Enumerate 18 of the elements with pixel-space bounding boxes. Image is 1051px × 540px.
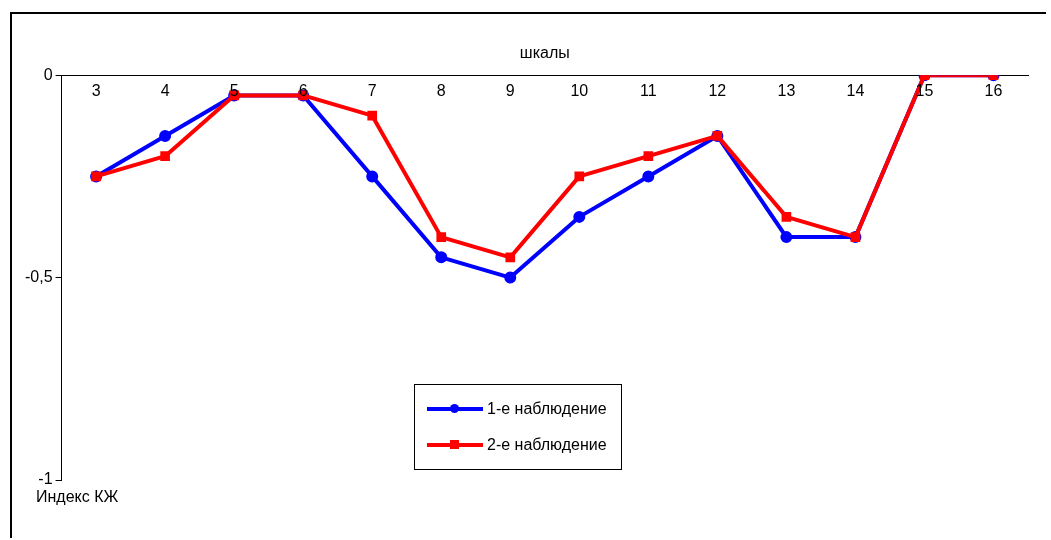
legend-label: 1-е наблюдение [487, 400, 607, 418]
x-tick-label: 3 [91, 81, 101, 99]
x-tick-label: 4 [160, 81, 170, 99]
x-tick-label: 12 [708, 81, 727, 99]
legend-label: 2-е наблюдение [487, 436, 607, 454]
x-tick-label: 14 [846, 81, 865, 99]
y-axis-title: Индекс КЖ [36, 488, 119, 506]
x-tick-label: 9 [505, 81, 515, 99]
x-tick-label: 16 [984, 81, 1003, 99]
x-tick-label: 11 [640, 81, 657, 99]
x-tick-label: 8 [436, 81, 446, 99]
x-tick-label: 7 [367, 81, 377, 99]
y-tick-label: 0 [43, 65, 53, 83]
y-tick-label: -0,5 [24, 268, 53, 286]
x-axis-title: шкалы [519, 44, 570, 62]
y-tick-label: -1 [38, 470, 53, 488]
x-tick-label: 10 [570, 81, 589, 99]
x-tick-label: 13 [777, 81, 796, 99]
